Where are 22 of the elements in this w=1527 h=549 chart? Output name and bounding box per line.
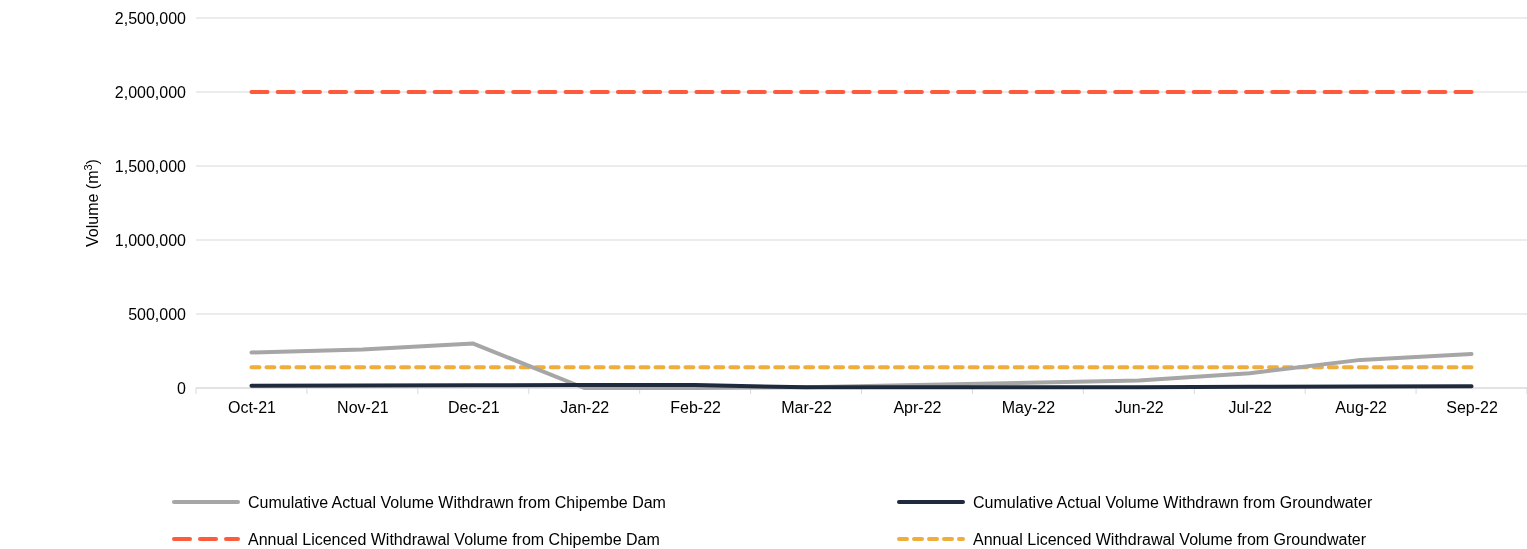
y-tick-label: 2,500,000	[114, 9, 187, 27]
x-tick-label: Nov-21	[337, 399, 389, 417]
x-tick-label: Jan-22	[560, 399, 610, 417]
x-tick-label: Mar-22	[781, 399, 832, 417]
legend-label: Cumulative Actual Volume Withdrawn from Chipembe Dam	[248, 494, 666, 511]
legend-label: Cumulative Actual Volume Withdrawn from Groundwater	[973, 494, 1373, 511]
x-tick-label: Sep-22	[1446, 399, 1498, 417]
x-tick-label: Feb-22	[670, 399, 722, 417]
x-tick-label: Jun-22	[1114, 399, 1164, 417]
y-tick-label: 1,500,000	[114, 157, 187, 175]
y-tick-label: 1,000,000	[114, 231, 187, 249]
y-tick-label: 2,000,000	[114, 83, 187, 101]
x-tick-label: May-22	[1001, 399, 1056, 417]
legend-label: Annual Licenced Withdrawal Volume from Groundwater	[973, 531, 1367, 548]
legend-label: Annual Licenced Withdrawal Volume from Chipembe Dam	[248, 531, 660, 548]
y-tick-label: 0	[177, 379, 187, 397]
x-tick-label: Apr-22	[893, 399, 942, 417]
x-tick-label: Jul-22	[1228, 399, 1273, 417]
x-tick-label: Oct-21	[227, 399, 277, 417]
y-tick-label: 500,000	[128, 305, 187, 323]
x-tick-label: Dec-21	[448, 399, 500, 417]
x-tick-label: Aug-22	[1335, 399, 1388, 417]
